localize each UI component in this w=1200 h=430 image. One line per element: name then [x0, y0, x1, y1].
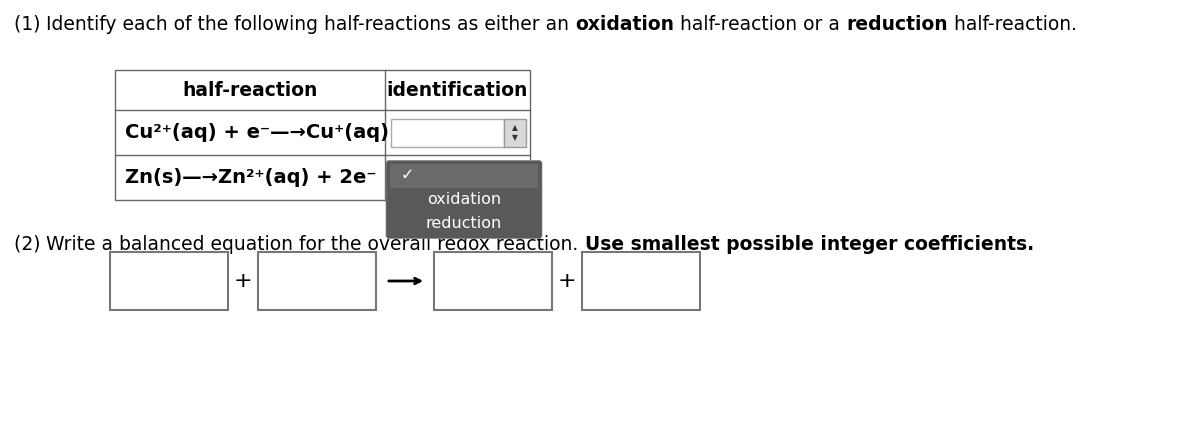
Text: oxidation: oxidation [427, 192, 502, 207]
Text: reduction: reduction [426, 216, 502, 231]
Bar [115, 70, 530, 200]
Bar [504, 163, 526, 191]
Text: identification: identification [386, 80, 528, 99]
Text: (1): (1) [14, 15, 47, 34]
Text: Use smallest possible integer coefficients.: Use smallest possible integer coefficien… [584, 235, 1034, 254]
Text: ▲: ▲ [512, 168, 518, 177]
Text: half-reaction.: half-reaction. [948, 15, 1078, 34]
Bar [504, 119, 526, 147]
Text: ▼: ▼ [512, 133, 518, 142]
Text: +: + [558, 271, 576, 291]
Text: (2): (2) [14, 235, 47, 254]
FancyBboxPatch shape [386, 160, 542, 239]
Text: half-reaction: half-reaction [182, 80, 318, 99]
Text: ▼: ▼ [512, 178, 518, 187]
Bar [391, 119, 504, 147]
Text: half-reaction or a: half-reaction or a [674, 15, 846, 34]
Bar [110, 252, 228, 310]
Bar [390, 163, 538, 187]
Text: ✓: ✓ [401, 168, 414, 183]
Text: reduction: reduction [846, 15, 948, 34]
Text: ▲: ▲ [512, 123, 518, 132]
Text: Write a balanced equation for the overall redox reaction.: Write a balanced equation for the overal… [47, 235, 584, 254]
Bar [391, 163, 504, 191]
Text: Zn(s)—→Zn²⁺(aq) + 2e⁻: Zn(s)—→Zn²⁺(aq) + 2e⁻ [125, 168, 377, 187]
Text: +: + [234, 271, 252, 291]
Bar [434, 252, 552, 310]
Bar [582, 252, 700, 310]
Text: Cu²⁺(aq) + e⁻—→Cu⁺(aq): Cu²⁺(aq) + e⁻—→Cu⁺(aq) [125, 123, 389, 142]
Text: Identify each of the following half-reactions as either an: Identify each of the following half-reac… [47, 15, 576, 34]
Bar [258, 252, 376, 310]
Text: oxidation: oxidation [576, 15, 674, 34]
